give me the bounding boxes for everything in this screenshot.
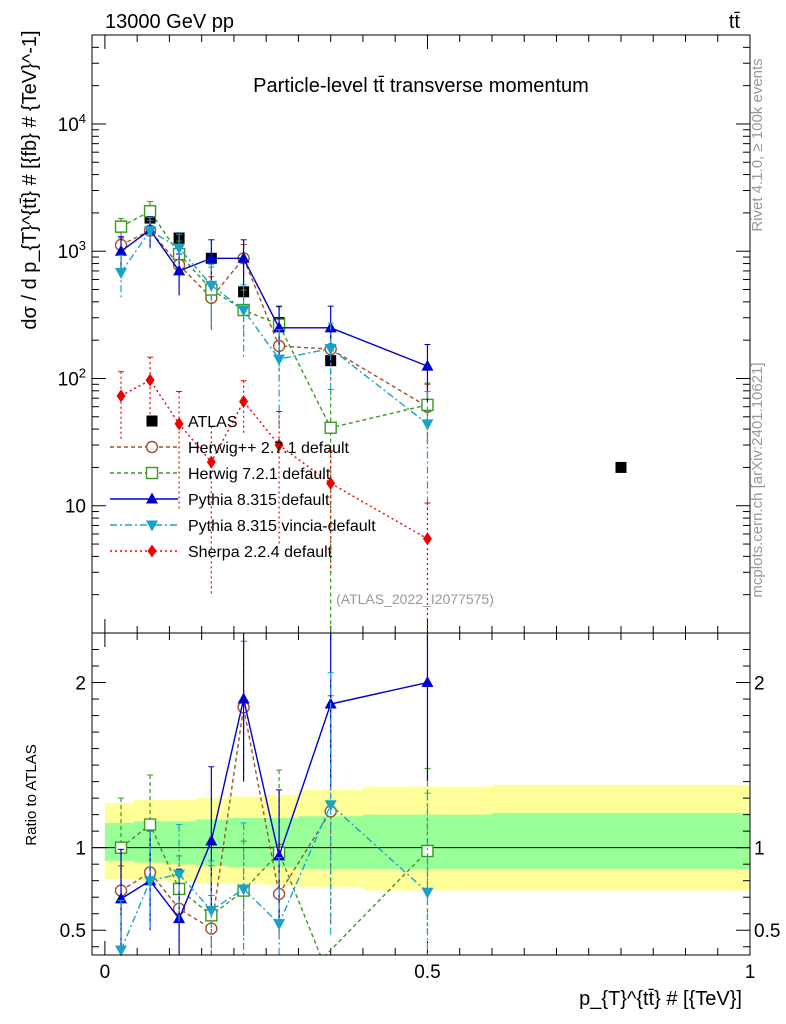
- ratio-y-tick-label-right: 1: [754, 839, 765, 860]
- legend-entry-pythia: Pythia 8.315 default: [110, 492, 330, 509]
- legend-marker-vincia: [146, 520, 158, 532]
- series-herwigpp: [114, 219, 434, 446]
- vincia-ratio-point: [144, 876, 157, 888]
- mcplots-label: mcplots.cern.ch [arXiv:2401.10621]: [749, 362, 766, 597]
- vincia-ratio-point: [324, 800, 337, 812]
- herwig7-point: [114, 220, 128, 233]
- x-tick-label: 0: [100, 962, 111, 983]
- vincia-point: [144, 226, 157, 238]
- atlas-point: [615, 461, 627, 473]
- x-axis-label: p_{T}^{tt̄} # [{TeV}]: [579, 988, 742, 1010]
- vincia-ratio-point: [273, 919, 286, 931]
- rivet-label: Rivet 4.1.0, ≥ 100k events: [749, 58, 766, 231]
- band-inner: [227, 817, 263, 868]
- legend-label-atlas: ATLAS: [188, 414, 238, 431]
- ratio-y-tick-label: 2: [75, 674, 86, 695]
- series-herwig7: [114, 200, 434, 633]
- band-inner: [491, 812, 750, 870]
- vincia-point: [273, 354, 286, 366]
- vincia-point: [421, 419, 434, 431]
- legend-entry-vincia: Pythia 8.315 vincia-default: [110, 518, 376, 535]
- watermark: (ATLAS_2022_I2077575): [336, 591, 494, 607]
- legend-marker-herwig7: [145, 466, 159, 480]
- ratio-y-tick-label: 0.5: [60, 921, 86, 942]
- legend-label-vincia: Pythia 8.315 vincia-default: [188, 518, 376, 535]
- vincia-point: [115, 268, 128, 280]
- vincia-point: [205, 280, 218, 292]
- pythia-point: [173, 264, 186, 276]
- main-y-axis-label: dσ / d p_{T}^{tt̄} # [{fb} # {TeV}^-1]: [19, 30, 41, 329]
- sherpa-point: [422, 532, 432, 546]
- band-inner: [166, 821, 196, 865]
- vincia-ratio-point: [421, 887, 434, 899]
- ratio-y-tick-label: 1: [75, 839, 86, 860]
- sherpa-line: [120, 379, 428, 540]
- x-tick-label: 0.5: [414, 962, 440, 983]
- vincia-point: [237, 305, 250, 317]
- ratio-series-vincia: [115, 672, 434, 957]
- vincia-ratio-point: [173, 869, 186, 881]
- sherpa-point: [145, 373, 155, 387]
- header-right: tt̄: [729, 11, 741, 33]
- legend-label-sherpa: Sherpa 2.2.4 default: [188, 544, 333, 561]
- pythia-point: [421, 359, 434, 371]
- sherpa-point: [174, 417, 184, 431]
- legend-entry-herwigpp: Herwig++ 2.7.1 default: [110, 440, 350, 457]
- legend-label-pythia: Pythia 8.315 default: [188, 492, 330, 509]
- main-y-tick-label: 102: [58, 365, 86, 390]
- series-vincia: [115, 216, 434, 512]
- pythia-line: [120, 228, 428, 367]
- sherpa-point: [239, 394, 249, 408]
- sherpa-point: [206, 455, 216, 469]
- ratio-y-axis-label: Ratio to ATLAS: [23, 744, 40, 845]
- main-title: Particle-level tt̄ transverse momentum: [253, 75, 589, 97]
- vincia-line: [120, 229, 428, 425]
- ratio-plot-frame: [91, 632, 751, 956]
- pythia-ratio-line: [120, 681, 428, 921]
- vincia-ratio-point: [115, 945, 128, 957]
- vincia-point: [324, 344, 337, 356]
- pythia-ratio-point: [205, 834, 218, 846]
- herwig7-point: [324, 421, 337, 434]
- pythia-point: [205, 251, 218, 263]
- vincia-ratio-point: [205, 905, 218, 917]
- herwig7-ratio-point: [143, 818, 157, 831]
- x-tick-label: 1: [745, 962, 756, 983]
- legend-marker-sherpa: [147, 544, 157, 558]
- legend-marker-herwigpp: [145, 440, 159, 454]
- herwig7-point: [143, 205, 157, 218]
- pythia-ratio-point: [421, 676, 434, 688]
- legend-entry-atlas: ATLAS: [146, 414, 238, 431]
- legend-label-herwig7: Herwig 7.2.1 default: [188, 466, 331, 483]
- vincia-ratio-line: [120, 803, 428, 951]
- legend: ATLAS Herwig++ 2.7.1 default Herwig 7.2.…: [110, 414, 376, 561]
- herwigpp-line: [120, 229, 428, 408]
- series-pythia: [115, 216, 434, 403]
- sherpa-point: [274, 438, 284, 452]
- legend-marker-atlas: [146, 415, 158, 427]
- ratio-y-tick-label-right: 2: [754, 674, 765, 695]
- header-left: 13000 GeV pp: [105, 11, 234, 33]
- main-y-tick-label: 104: [58, 111, 86, 136]
- legend-label-herwigpp: Herwig++ 2.7.1 default: [188, 440, 350, 457]
- vincia-point: [173, 243, 186, 255]
- vincia-ratio-point: [237, 884, 250, 896]
- ratio-y-tick-label-right: 0.5: [754, 921, 780, 942]
- pythia-ratio-point: [237, 692, 250, 704]
- legend-entry-sherpa: Sherpa 2.2.4 default: [110, 544, 333, 561]
- series-atlas: [115, 212, 627, 473]
- main-y-tick-label: 103: [58, 238, 86, 263]
- legend-marker-pythia: [146, 492, 158, 504]
- series-sherpa: [116, 356, 432, 633]
- legend-entry-herwig7: Herwig 7.2.1 default: [110, 466, 331, 483]
- pythia-point: [115, 244, 128, 256]
- sherpa-point: [326, 476, 336, 490]
- main-y-tick-label: 10: [65, 497, 86, 518]
- sherpa-point: [116, 389, 126, 403]
- pythia-point: [237, 251, 250, 263]
